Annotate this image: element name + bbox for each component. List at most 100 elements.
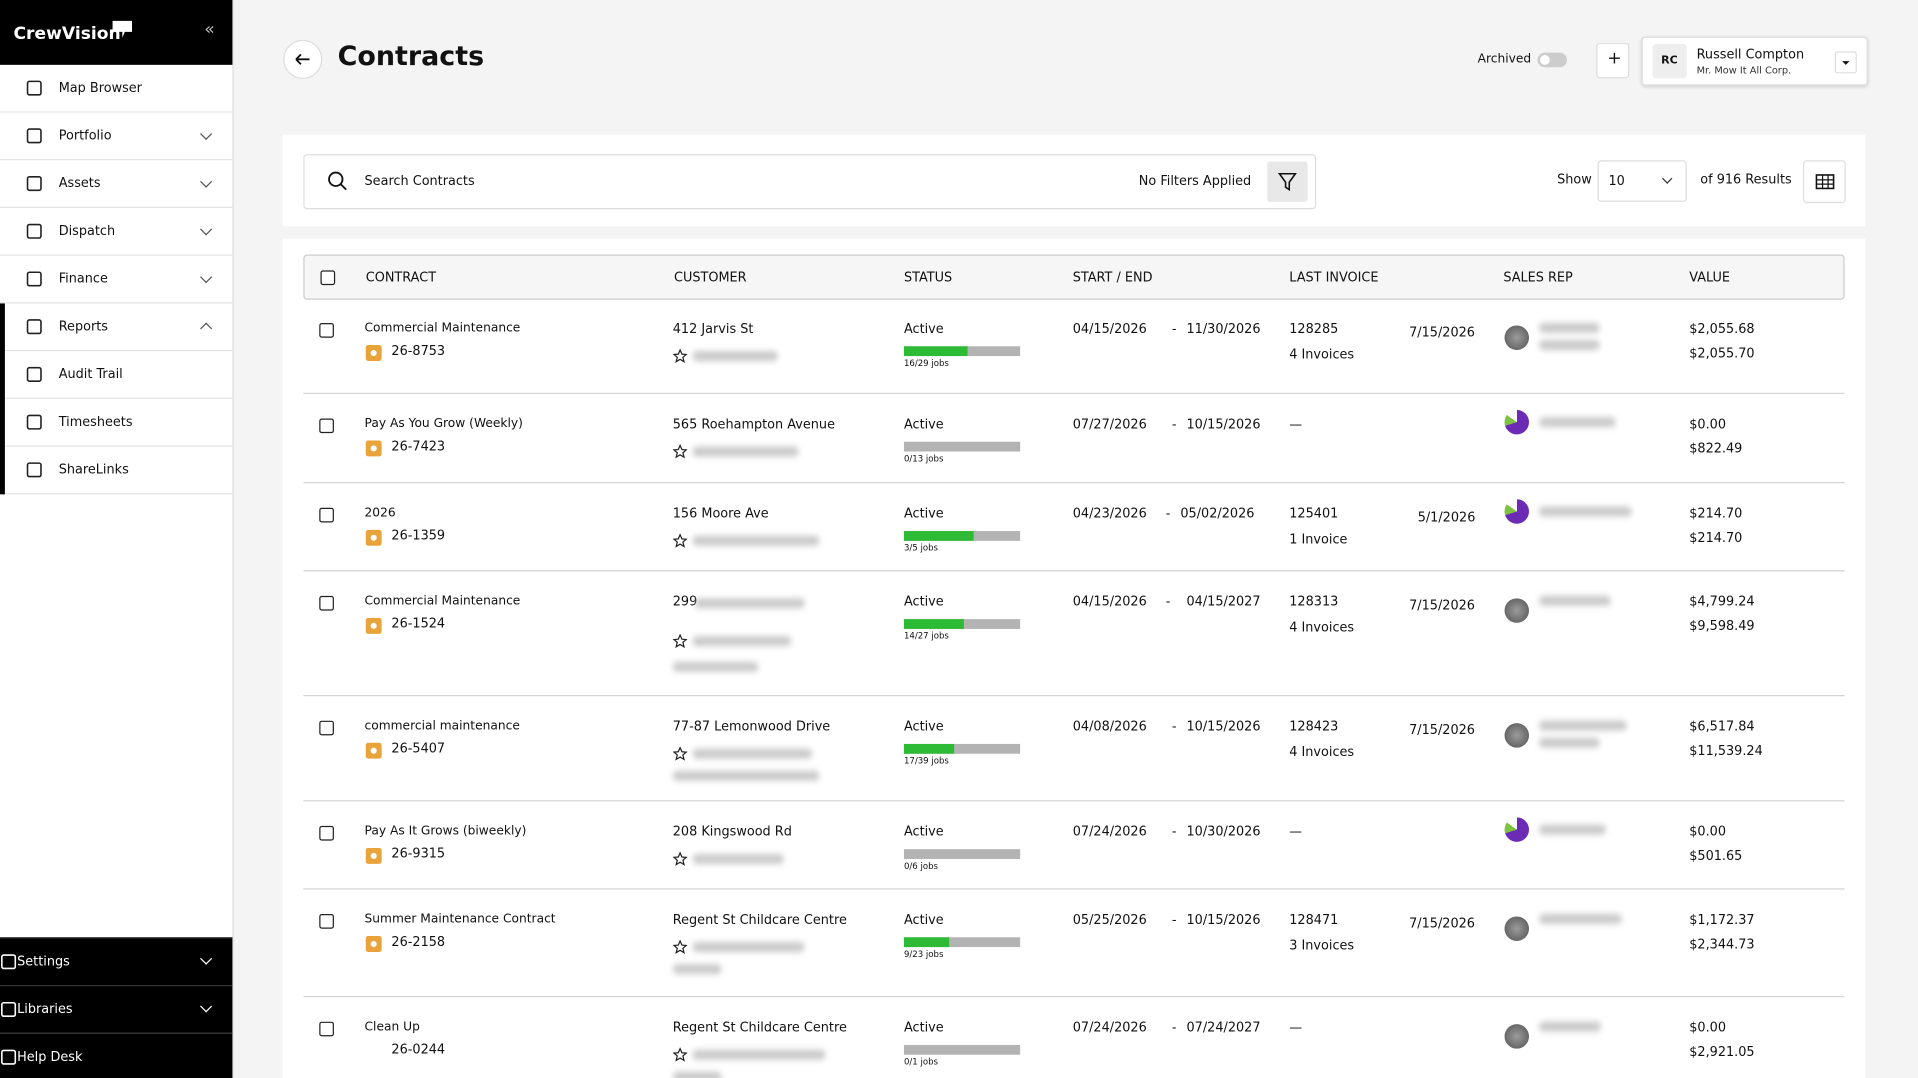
column-header: VALUE: [1689, 270, 1731, 286]
customer-name[interactable]: 156 Moore Ave: [672, 506, 769, 522]
menu-item[interactable]: ShareLinks: [0, 447, 233, 495]
jobs-label: 9/23 jobs: [903, 949, 944, 960]
user-card[interactable]: RC Russell Compton Mr. Mow It All Corp.: [1641, 36, 1868, 86]
status: Active: [903, 417, 944, 432]
menu-item[interactable]: Dispatch: [0, 208, 233, 256]
redacted-text: [1538, 595, 1611, 606]
last-invoice[interactable]: 128471: [1289, 912, 1339, 928]
menu-item[interactable]: Audit Trail: [0, 351, 233, 399]
jobs-label: 0/13 jobs: [903, 453, 944, 464]
favorite-star[interactable]: [672, 939, 688, 955]
menu-label: Portfolio: [58, 128, 112, 144]
contract-code[interactable]: 26-2158: [391, 934, 446, 950]
back-button[interactable]: [283, 39, 323, 79]
select-all-checkbox[interactable]: [320, 270, 336, 286]
contract-code[interactable]: 26-7423: [391, 439, 446, 454]
chevron: [200, 175, 213, 188]
contract-code[interactable]: 26-8753: [391, 343, 446, 359]
contract-code[interactable]: 26-5407: [391, 741, 446, 757]
last-invoice: —: [1289, 824, 1303, 840]
menu-label: Map Browser: [58, 80, 142, 96]
contract-name[interactable]: commercial maintenance: [364, 719, 520, 733]
favorite-star[interactable]: [672, 348, 688, 364]
contract-name[interactable]: Clean Up: [364, 1020, 420, 1034]
sales-rep-avatar: [1504, 1024, 1529, 1049]
jobs-label: 0/1 jobs: [903, 1057, 938, 1067]
contract-name[interactable]: Commercial Maintenance: [364, 594, 521, 609]
archived-label: Archived: [1477, 52, 1532, 67]
invoice-count[interactable]: 4 Invoices: [1289, 347, 1355, 363]
menu-item[interactable]: Assets: [0, 160, 233, 209]
page-size-select[interactable]: 10: [1597, 160, 1687, 202]
contract-name[interactable]: Pay As It Grows (biweekly): [364, 824, 527, 839]
chevron: [200, 1000, 213, 1013]
icon-center: [370, 940, 377, 948]
row-checkbox[interactable]: [319, 914, 334, 929]
contract-name[interactable]: 2026: [364, 506, 396, 521]
row-checkbox[interactable]: [319, 323, 334, 338]
customer-name[interactable]: 208 Kingswood Rd: [672, 824, 792, 840]
bottom-menu-item[interactable]: Help Desk: [0, 1032, 233, 1078]
menu-item[interactable]: Portfolio: [0, 113, 233, 161]
invoice-count[interactable]: 3 Invoices: [1289, 938, 1355, 954]
redacted-text: [1538, 737, 1600, 748]
row-checkbox[interactable]: [319, 825, 334, 841]
contract-code[interactable]: 26-0244: [391, 1042, 446, 1058]
last-invoice[interactable]: 128285: [1289, 321, 1339, 337]
contract-name[interactable]: Summer Maintenance Contract: [364, 912, 556, 927]
menu-item[interactable]: Finance: [0, 256, 233, 304]
row-checkbox[interactable]: [319, 720, 334, 736]
menu-label: Settings: [17, 954, 70, 970]
archived-toggle[interactable]: [1537, 52, 1567, 68]
end-date: 07/24/2027: [1186, 1020, 1261, 1036]
toolbar: Search Contracts No Filters Applied Show…: [282, 134, 1866, 227]
filter-button[interactable]: [1267, 161, 1308, 202]
invoice-count[interactable]: 1 Invoice: [1289, 532, 1348, 547]
invoice-count[interactable]: 4 Invoices: [1289, 620, 1355, 636]
favorite-star[interactable]: [672, 444, 688, 459]
menu-item[interactable]: Timesheets: [0, 399, 233, 447]
customer-name[interactable]: Regent St Childcare Centre: [672, 1020, 847, 1036]
menu-item[interactable]: Reports: [0, 303, 233, 352]
contract-value: $0.00: [1689, 824, 1727, 840]
contract-name[interactable]: Commercial Maintenance: [364, 321, 521, 336]
bottom-menu-item[interactable]: Libraries: [0, 984, 233, 1033]
contract-code[interactable]: 26-1359: [391, 528, 446, 544]
column-header: SALES REP: [1503, 270, 1573, 286]
invoice-count[interactable]: 4 Invoices: [1289, 745, 1355, 760]
row-checkbox[interactable]: [319, 595, 334, 611]
last-invoice[interactable]: 128313: [1289, 594, 1339, 610]
user-dropdown[interactable]: [1834, 51, 1857, 74]
last-invoice[interactable]: 128423: [1289, 719, 1339, 735]
customer-name[interactable]: 299: [672, 594, 698, 610]
columns-button[interactable]: [1802, 160, 1846, 204]
last-invoice[interactable]: 125401: [1289, 506, 1339, 522]
start-date: 07/24/2026: [1072, 1020, 1147, 1036]
favorite-star[interactable]: [672, 851, 688, 867]
contract-code[interactable]: 26-1524: [391, 616, 446, 632]
customer-name[interactable]: Regent St Childcare Centre: [672, 912, 847, 928]
customer-name[interactable]: 77-87 Lemonwood Drive: [672, 719, 831, 735]
row-checkbox[interactable]: [319, 507, 334, 523]
favorite-star[interactable]: [672, 746, 688, 761]
contract-code[interactable]: 26-9315: [391, 846, 446, 862]
bottom-menu-item[interactable]: Settings: [0, 937, 233, 985]
favorite-star[interactable]: [672, 633, 688, 649]
menu-item[interactable]: Map Browser: [0, 65, 233, 113]
table-row: Commercial Maintenance 26-1524 299 Active 14…: [303, 571, 1845, 696]
row-checkbox[interactable]: [319, 418, 334, 434]
collapse-button[interactable]: «: [204, 19, 215, 40]
row-checkbox[interactable]: [319, 1021, 334, 1037]
date-separator: -: [1171, 417, 1177, 432]
column-header: STATUS: [903, 270, 953, 286]
favorite-star[interactable]: [672, 1047, 688, 1062]
progress-bar: [903, 1044, 1021, 1055]
customer-name[interactable]: 565 Roehampton Avenue: [672, 417, 835, 432]
customer-name[interactable]: 412 Jarvis St: [672, 321, 754, 337]
contract-value: $214.70: [1689, 506, 1743, 522]
contract-name[interactable]: Pay As You Grow (Weekly): [364, 417, 523, 431]
favorite-star[interactable]: [672, 533, 688, 548]
search-box[interactable]: Search Contracts No Filters Applied: [303, 154, 1317, 210]
add-button[interactable]: +: [1596, 42, 1630, 79]
